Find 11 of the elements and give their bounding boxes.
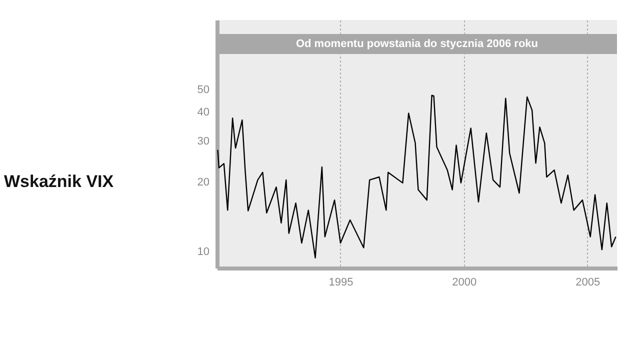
y-tick-label: 20 xyxy=(197,176,210,188)
y-tick-label: 30 xyxy=(197,136,210,148)
band-label: Od momentu powstania do stycznia 2006 roku xyxy=(296,38,538,50)
y-tick-label: 10 xyxy=(197,246,210,258)
x-tick-label: 2005 xyxy=(576,276,600,288)
text: Wskaźnik VIX xyxy=(4,172,114,191)
x-tick-label: 1995 xyxy=(328,276,354,288)
x-tick-label: 2000 xyxy=(452,276,477,288)
y-tick-label: 50 xyxy=(197,84,210,96)
y-tick-label: 40 xyxy=(197,106,210,119)
line-series xyxy=(217,94,616,258)
